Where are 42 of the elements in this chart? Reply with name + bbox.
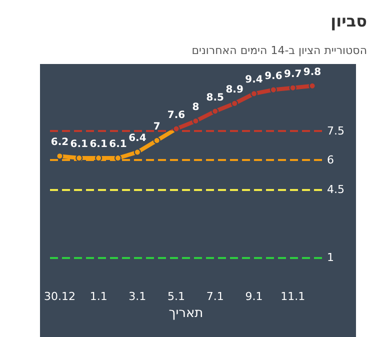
x-tick-label: 7.1 (206, 290, 224, 303)
x-tick-label: 11.1 (280, 290, 306, 303)
data-label: 7.6 (167, 110, 186, 121)
x-tick-label: 3.1 (128, 290, 146, 303)
point (56, 152, 64, 160)
data-label: 7 (153, 122, 160, 132)
data-label: 6.2 (50, 137, 69, 148)
data-label: 9.4 (245, 74, 263, 86)
ref-line-label: 1 (327, 251, 334, 264)
point (212, 108, 219, 115)
point (289, 84, 296, 92)
data-label: 9.8 (303, 66, 322, 78)
data-label: 8.9 (226, 84, 244, 96)
point (308, 82, 316, 90)
x-tick-label: 30.12 (44, 290, 76, 303)
x-axis-title: תאריך (168, 306, 204, 321)
data-label: 8 (192, 102, 200, 113)
x-tick-label: 1.1 (90, 290, 108, 303)
ref-line-label: 4.5 (327, 182, 344, 196)
point (153, 137, 160, 144)
point (114, 154, 122, 162)
x-tick-label: 9.1 (245, 290, 263, 303)
x-tick-label: 5.1 (168, 290, 186, 303)
data-label: 6.1 (70, 139, 88, 150)
point (172, 125, 180, 132)
point (95, 154, 102, 162)
data-label: 8.5 (206, 92, 224, 104)
chart-subtitle: הסטוריית הציון ב-14 הימים האחרונים (192, 44, 368, 57)
point (270, 86, 277, 94)
data-label: 9.6 (264, 70, 282, 82)
chart-title: סביון (330, 12, 367, 30)
data-label: 6.1 (90, 139, 108, 150)
ref-line-label: 6 (327, 154, 334, 166)
data-label: 6.1 (109, 139, 127, 150)
point (231, 100, 238, 107)
point (76, 154, 83, 162)
point (134, 148, 141, 156)
point (250, 90, 258, 98)
data-label: 6.4 (128, 133, 146, 144)
ref-line-label: 7.5 (327, 124, 344, 138)
point (192, 118, 200, 124)
data-label: 9.7 (284, 68, 302, 80)
